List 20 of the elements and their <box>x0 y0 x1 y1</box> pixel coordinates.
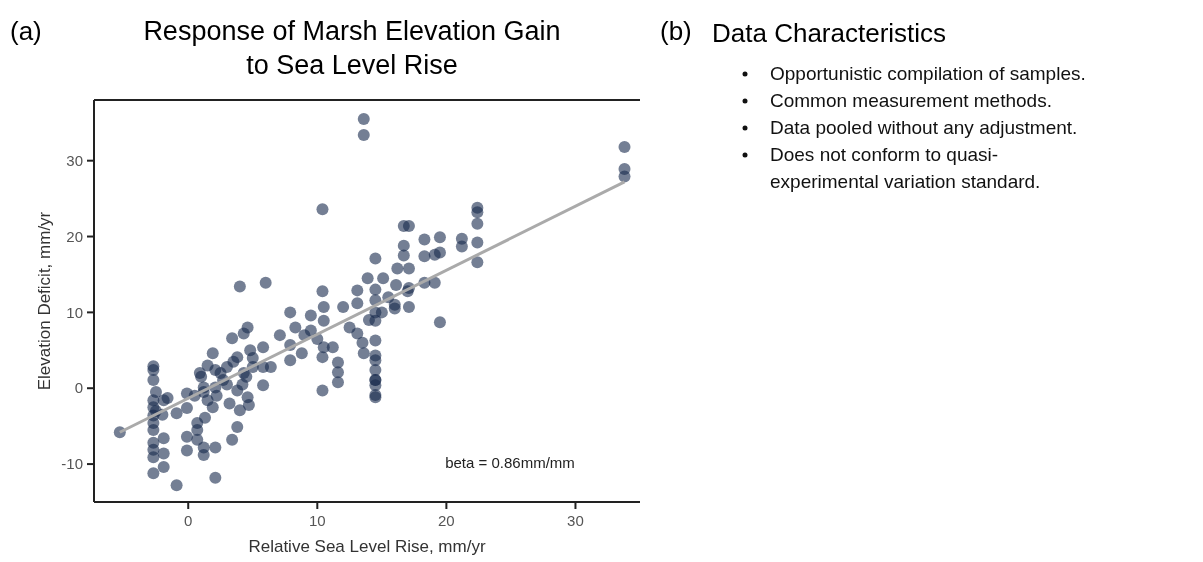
text: (a) <box>10 16 42 46</box>
text: Common measurement methods. <box>770 90 1052 111</box>
x-tick-label: 20 <box>438 512 455 529</box>
x-tick-label: 0 <box>184 512 193 529</box>
y-tick-label: 10 <box>66 303 83 321</box>
annotation: beta = 0.86mm/mm <box>445 454 575 471</box>
text: Does not conform to quasi-experimental variation standard. <box>770 144 1041 192</box>
y-tick-label: 0 <box>74 379 83 397</box>
x-tick-label: 10 <box>308 512 326 529</box>
x-tick-label: 30 <box>567 512 584 529</box>
y-tick-label: 20 <box>66 227 83 245</box>
y-tick-label: 30 <box>66 151 83 169</box>
chart-title: Response of Marsh Elevation Gain to Sea Level Rise <box>143 16 561 80</box>
y-tick-label: -10 <box>61 455 83 473</box>
x-axis-title: Relative Sea Level Rise, mm/yr <box>248 537 486 556</box>
y-axis-title: Elevation Deficit, mm/yr <box>35 211 54 391</box>
text: Data Characteristics <box>712 18 947 48</box>
text: Data pooled without any adjustment. <box>770 117 1078 138</box>
text: Opportunistic compilation of samples. <box>770 63 1086 84</box>
text: (b) <box>660 16 692 46</box>
